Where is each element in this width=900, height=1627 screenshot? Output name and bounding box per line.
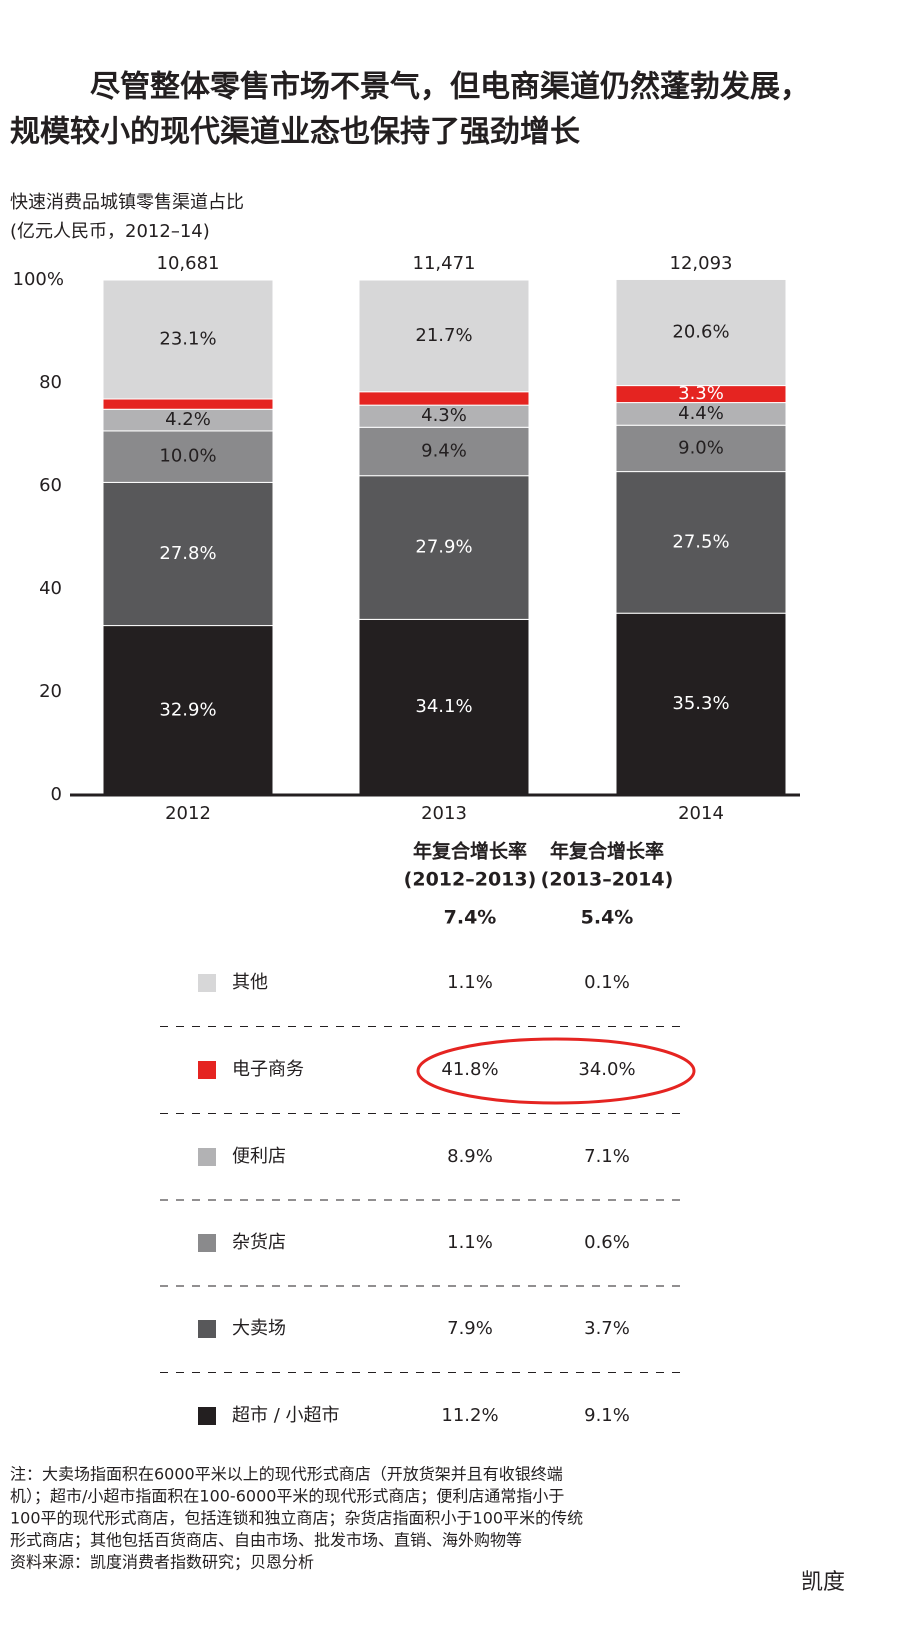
bar-segment (615, 278, 787, 387)
table-cell: 1.1% (447, 972, 493, 993)
legend-label: 超市 / 小超市 (232, 1405, 340, 1426)
legend-swatch (198, 1061, 216, 1079)
table-cell: 0.6% (584, 1232, 630, 1253)
legend-label: 便利店 (232, 1146, 286, 1167)
legend-swatch (198, 1320, 216, 1338)
bar-segment (615, 612, 787, 796)
x-tick-label: 2013 (421, 803, 467, 824)
value-label: 3.3% (678, 383, 724, 404)
y-tick-label: 40 (39, 578, 62, 599)
legend-swatch (198, 1148, 216, 1166)
value-label: 27.9% (415, 537, 472, 558)
table-total: 5.4% (581, 907, 634, 929)
table-cell: 9.1% (584, 1405, 630, 1426)
subtitle: 快速消费品城镇零售渠道占比 (10, 192, 244, 213)
table-cell: 7.9% (447, 1318, 493, 1339)
y-tick-label: 0 (51, 784, 62, 805)
y-tick-label: 60 (39, 475, 62, 496)
title-line: 规模较小的现代渠道业态也保持了强劲增长 (10, 115, 580, 150)
legend-swatch (198, 1234, 216, 1252)
value-label: 9.4% (421, 440, 467, 461)
x-tick-label: 2012 (165, 803, 211, 824)
table-header: 年复合增长率 (550, 840, 664, 863)
total-label: 10,681 (157, 253, 220, 274)
note-line: 机）；超市/小超市指面积在100-6000平米的现代形式商店；便利店通常指小于 (10, 1487, 564, 1506)
y-tick-label: 20 (39, 681, 62, 702)
subtitle: (亿元人民币，2012–14) (10, 221, 210, 242)
note-line: 100平的现代形式商店，包括连锁和独立商店；杂货店指面积小于100平米的传统 (10, 1509, 583, 1528)
bar-segment (615, 424, 787, 473)
table-cell: 3.7% (584, 1318, 630, 1339)
bar-segment (102, 481, 274, 627)
legend-label: 大卖场 (232, 1318, 286, 1339)
value-label: 21.7% (415, 325, 472, 346)
total-label: 12,093 (670, 253, 733, 274)
table-cell: 1.1% (447, 1232, 493, 1253)
bar-segment (358, 391, 530, 406)
value-label: 35.3% (672, 693, 729, 714)
table-cell: 41.8% (441, 1059, 498, 1080)
table-header: (2013–2014) (541, 869, 674, 891)
table-cell: 11.2% (441, 1405, 498, 1426)
legend-label: 电子商务 (232, 1059, 304, 1080)
value-label: 23.1% (159, 328, 216, 349)
value-label: 9.0% (678, 437, 724, 458)
table-cell: 7.1% (584, 1146, 630, 1167)
legend-swatch (198, 1407, 216, 1425)
bar-segment (102, 279, 274, 400)
bar-segment (358, 279, 530, 393)
highlight-ellipse (416, 1037, 696, 1105)
value-label: 4.3% (421, 405, 467, 426)
table-header: 年复合增长率 (413, 840, 527, 863)
value-label: 4.2% (165, 409, 211, 430)
y-tick-label: 100% (13, 269, 64, 290)
bar-segment (358, 475, 530, 620)
value-label: 27.5% (672, 531, 729, 552)
value-label: 32.9% (159, 699, 216, 720)
legend-label: 杂货店 (232, 1232, 286, 1253)
value-label: 27.8% (159, 543, 216, 564)
value-label: 20.6% (672, 322, 729, 343)
value-label: 34.1% (415, 696, 472, 717)
value-label: 10.0% (159, 446, 216, 467)
legend-swatch (198, 974, 216, 992)
bar-segment (358, 618, 530, 796)
note-line: 注：大卖场指面积在6000平米以上的现代形式商店（开放货架并且有收银终端 (10, 1465, 563, 1484)
note-line: 资料来源：凯度消费者指数研究；贝恩分析 (10, 1553, 314, 1572)
value-label: 4.4% (678, 403, 724, 424)
table-cell: 34.0% (578, 1059, 635, 1080)
note-line: 形式商店；其他包括百货商店、自由市场、批发市场、直销、海外购物等 (10, 1531, 522, 1550)
x-tick-label: 2014 (678, 803, 724, 824)
bar-segment (358, 426, 530, 477)
table-total: 7.4% (444, 907, 497, 929)
y-tick-label: 80 (39, 372, 62, 393)
bar-segment (615, 471, 787, 614)
legend-label: 其他 (232, 972, 268, 993)
table-header: (2012–2013) (404, 869, 537, 891)
watermark: 凯度 (801, 1570, 845, 1595)
table-cell: 0.1% (584, 972, 630, 993)
bar-segment (102, 398, 274, 410)
table-cell: 8.9% (447, 1146, 493, 1167)
title-line: 尽管整体零售市场不景气，但电商渠道仍然蓬勃发展， (90, 70, 810, 105)
total-label: 11,471 (413, 253, 476, 274)
